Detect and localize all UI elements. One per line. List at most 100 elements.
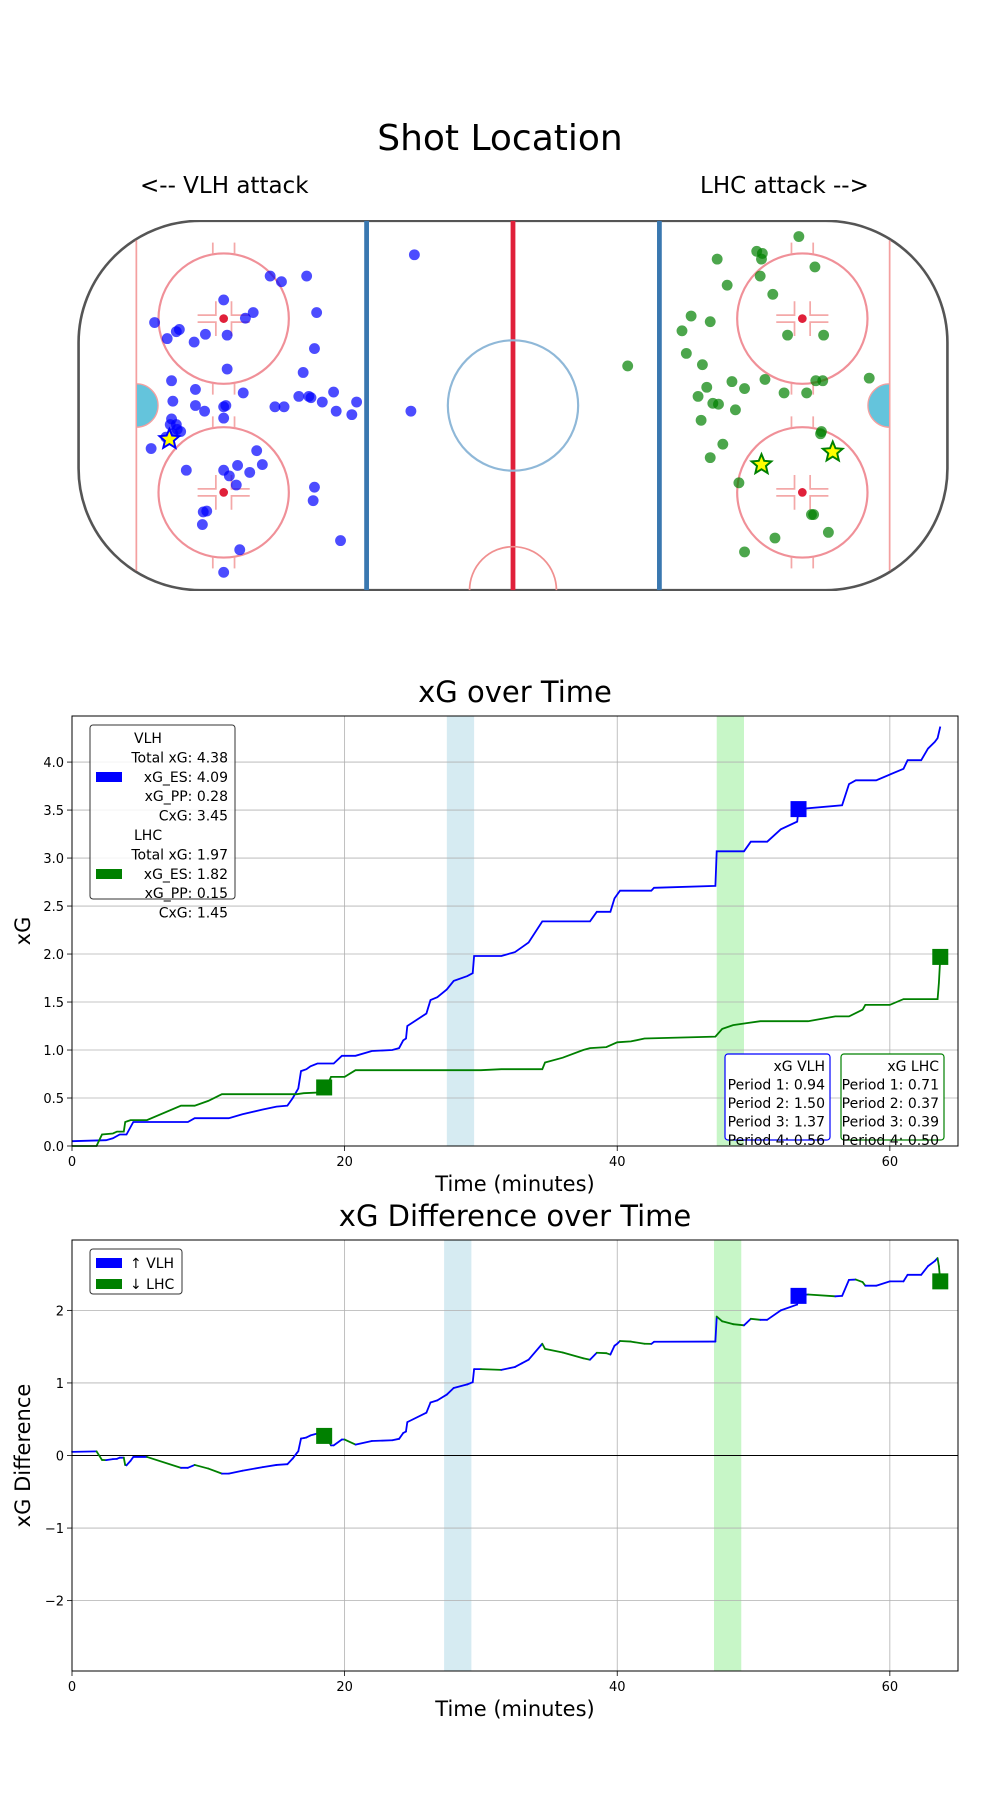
plot-frame — [71, 1239, 959, 1672]
vlh-shot-point — [247, 307, 259, 318]
diff-segment-vlh — [920, 1265, 929, 1276]
vlh-shot-point — [161, 333, 173, 345]
lhc-shot-point — [696, 359, 708, 371]
diff-segment-vlh — [902, 1273, 909, 1283]
diff-segment-lhc — [146, 1456, 182, 1469]
diff-segment-vlh — [875, 1280, 891, 1287]
faceoff-hash — [197, 301, 217, 317]
faceoff-circle — [157, 252, 290, 385]
vlh-shot-point — [221, 363, 233, 375]
legend-text: Total xG: 1.97 — [130, 847, 228, 863]
x-tick-label: 40 — [609, 1155, 626, 1170]
vlh-shot-point — [264, 270, 276, 282]
faceoff-hash — [776, 494, 796, 510]
y-tick-label: 2.5 — [43, 900, 64, 915]
diff-segment-vlh — [241, 1466, 264, 1472]
period-box-text: Period 3: 0.39 — [842, 1115, 939, 1131]
chart-title: xG Difference over Time — [339, 1200, 691, 1233]
period-box — [724, 1053, 831, 1141]
vlh-shot-point — [276, 276, 287, 288]
diff-segment-vlh — [445, 1387, 455, 1396]
diff-segment-lhc — [854, 1278, 864, 1283]
lhc-shot-point — [676, 325, 688, 337]
vlh-shot-point — [218, 412, 230, 424]
lhc-shot-point — [769, 532, 781, 544]
x-tick-label: 20 — [336, 1155, 353, 1170]
vlh-shot-point — [218, 294, 230, 306]
diff-segment-lhc — [561, 1351, 585, 1360]
vlh-shot-point — [190, 400, 201, 411]
lhc-shot-point — [692, 390, 704, 402]
diff-segment-lhc — [95, 1450, 103, 1461]
vlh-shot-point — [311, 307, 323, 318]
vlh-shot-point — [221, 329, 233, 341]
diff-segment-vlh — [370, 1439, 394, 1442]
diff-segment-vlh — [927, 1260, 936, 1268]
faceoff-hash — [197, 321, 217, 336]
lhc-shot-point — [685, 310, 697, 322]
vlh-shot-point — [234, 544, 246, 556]
shaded-period — [446, 716, 475, 1146]
period-box-text: Period 4: 0.56 — [728, 1133, 825, 1149]
faceoff-circle — [736, 252, 869, 385]
period-box — [840, 1053, 945, 1141]
lhc-shot-point — [822, 526, 834, 538]
diff-segment-vlh — [452, 1383, 469, 1389]
lhc-shot-point — [801, 387, 813, 399]
lhc-shot-point — [717, 438, 729, 450]
diff-segment-vlh — [291, 1452, 298, 1460]
lhc-shot-point — [818, 329, 830, 341]
faceoff-hash — [809, 475, 829, 490]
vlh-shot-point — [223, 470, 235, 482]
vlh-shot-point — [196, 519, 208, 530]
faceoff-hash — [197, 475, 217, 490]
y-tick-label: 1.5 — [43, 996, 64, 1011]
vlh-shot-point — [346, 409, 358, 421]
vlh-shot-point — [170, 326, 182, 338]
goal-crease-right — [867, 383, 891, 428]
x-axis-label: Time (minutes) — [434, 1697, 594, 1721]
vlh-shot-point — [230, 479, 242, 491]
lhc-shot-point — [713, 398, 724, 410]
period-box-text: Period 4: 0.50 — [842, 1133, 939, 1149]
diff-segment-vlh — [429, 1399, 439, 1404]
lhc-shot-point — [622, 360, 634, 372]
diff-segment-lhc — [936, 1257, 940, 1268]
diff-segment-lhc — [807, 1293, 837, 1298]
x-tick-label: 60 — [882, 1680, 899, 1695]
vlh-shot-point — [297, 367, 309, 378]
lhc-attack-label: LHC attack --> — [700, 173, 869, 199]
vlh-shot-point — [149, 317, 161, 328]
faceoff-circle — [736, 426, 869, 559]
diff-segment-lhc — [732, 1323, 745, 1327]
referee-crease — [468, 545, 558, 591]
legend-box — [89, 724, 236, 900]
lhc-shot-point — [767, 288, 779, 300]
diff-segment-vlh — [527, 1342, 544, 1361]
diff-segment-vlh — [766, 1309, 782, 1321]
vlh-shot-point — [335, 535, 346, 547]
lhc-shot-point — [778, 387, 790, 399]
vlh-shot-point — [190, 383, 201, 395]
lhc-goal-star — [749, 451, 774, 476]
period-box-text: Period 1: 0.94 — [728, 1078, 825, 1094]
lhc-shot-point — [704, 452, 716, 464]
diff-segment-vlh — [297, 1437, 302, 1453]
faceoff-hash — [809, 301, 829, 317]
faceoff-hash — [809, 321, 829, 336]
diff-segment-vlh — [71, 1450, 98, 1453]
vlh-shot-point — [309, 343, 320, 355]
vlh-shot-point — [167, 395, 179, 407]
diff-segment-vlh — [841, 1279, 850, 1297]
faceoff-hash — [809, 494, 829, 510]
goal-marker-vlh — [790, 801, 807, 818]
center-circle — [446, 339, 580, 472]
diff-segment-lhc — [582, 1357, 591, 1361]
diff-segment-vlh — [261, 1464, 278, 1469]
diff-segment-lhc — [619, 1340, 632, 1343]
legend-text: Total xG: 4.38 — [130, 750, 228, 766]
lhc-shot-point — [863, 372, 875, 384]
goal-marker-lhc — [932, 948, 949, 965]
legend-patch — [96, 1279, 122, 1289]
faceoff-hash — [776, 475, 796, 490]
